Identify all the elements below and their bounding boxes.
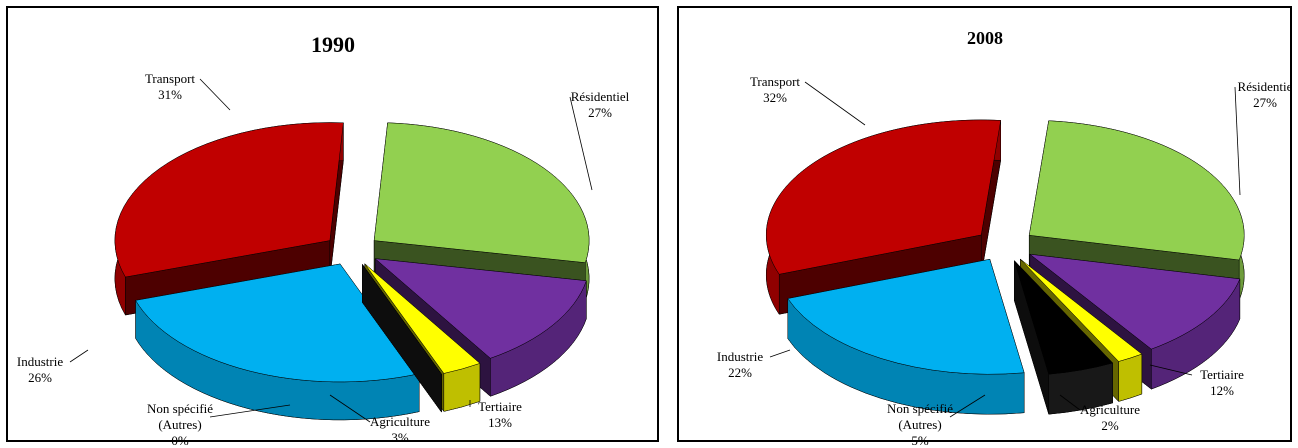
slice: [1020, 258, 1143, 362]
value-label: 12%: [1210, 383, 1234, 398]
slice: [362, 264, 442, 375]
slice: [1029, 253, 1241, 350]
chart-title: 1990: [311, 32, 355, 57]
leader-line: [329, 394, 371, 423]
value-label: 26%: [28, 370, 52, 385]
value-label: 5%: [911, 433, 929, 448]
category-label: Tertiaire: [1200, 367, 1244, 382]
data-label: Industrie 22%: [717, 349, 763, 381]
value-label: 27%: [1253, 95, 1277, 110]
data-label: Résidentie 27%: [1238, 79, 1293, 111]
data-label: Transport 31%: [145, 71, 195, 103]
slice-side: [1118, 353, 1143, 402]
category-label: Tertiaire: [478, 399, 522, 414]
category-label: Industrie: [716, 349, 764, 364]
value-label: 3%: [391, 430, 409, 445]
value-label: 22%: [728, 365, 752, 380]
slice: [787, 258, 1025, 375]
chart-title: 2008: [967, 28, 1003, 48]
value-label: 2%: [1101, 418, 1119, 433]
leader-line: [69, 349, 89, 363]
data-label: Tertiaire 12%: [1200, 367, 1244, 399]
slice: [1028, 120, 1245, 261]
value-label: 27%: [588, 105, 612, 120]
leader-line: [569, 96, 593, 191]
data-label: Transport 32%: [750, 74, 800, 106]
value-label: 0%: [171, 433, 189, 448]
slice: [766, 119, 1002, 275]
category-label: Transport: [749, 74, 801, 89]
category-label: Résidentie: [1237, 79, 1293, 94]
slice: [1014, 260, 1114, 375]
category-label: Résidentiel: [570, 89, 630, 104]
category-label: Agriculture: [1080, 402, 1140, 417]
data-label: Agriculture 2%: [1080, 402, 1140, 434]
category-label: Transport: [144, 71, 196, 86]
category-label: Industrie: [16, 354, 64, 369]
leader-line: [1234, 86, 1241, 196]
leader-line: [1059, 394, 1081, 411]
data-label: Résidentiel 27%: [571, 89, 630, 121]
slice: [374, 258, 587, 359]
leader-line: [804, 81, 866, 126]
slice: [364, 263, 481, 374]
value-label: 13%: [488, 415, 512, 430]
value-label: 31%: [158, 87, 182, 102]
leader-line: [209, 404, 291, 418]
leader-line: [199, 78, 231, 111]
category-label: Non spécifié (Autres): [146, 401, 214, 432]
category-label: Non spécifié (Autres): [886, 401, 954, 432]
slice: [114, 122, 344, 278]
leader-line: [1149, 364, 1193, 376]
slice: [135, 263, 420, 383]
data-label: Non spécifié (Autres) 0%: [135, 401, 225, 448]
data-label: Agriculture 3%: [370, 414, 430, 446]
data-label: Non spécifié (Autres) 5%: [875, 401, 965, 448]
category-label: Agriculture: [370, 414, 430, 429]
data-label: Industrie 26%: [17, 354, 63, 386]
slice: [373, 122, 590, 263]
data-label: Tertiaire 13%: [478, 399, 522, 431]
leader-line: [949, 394, 986, 418]
leader-line: [769, 349, 791, 358]
value-label: 32%: [763, 90, 787, 105]
